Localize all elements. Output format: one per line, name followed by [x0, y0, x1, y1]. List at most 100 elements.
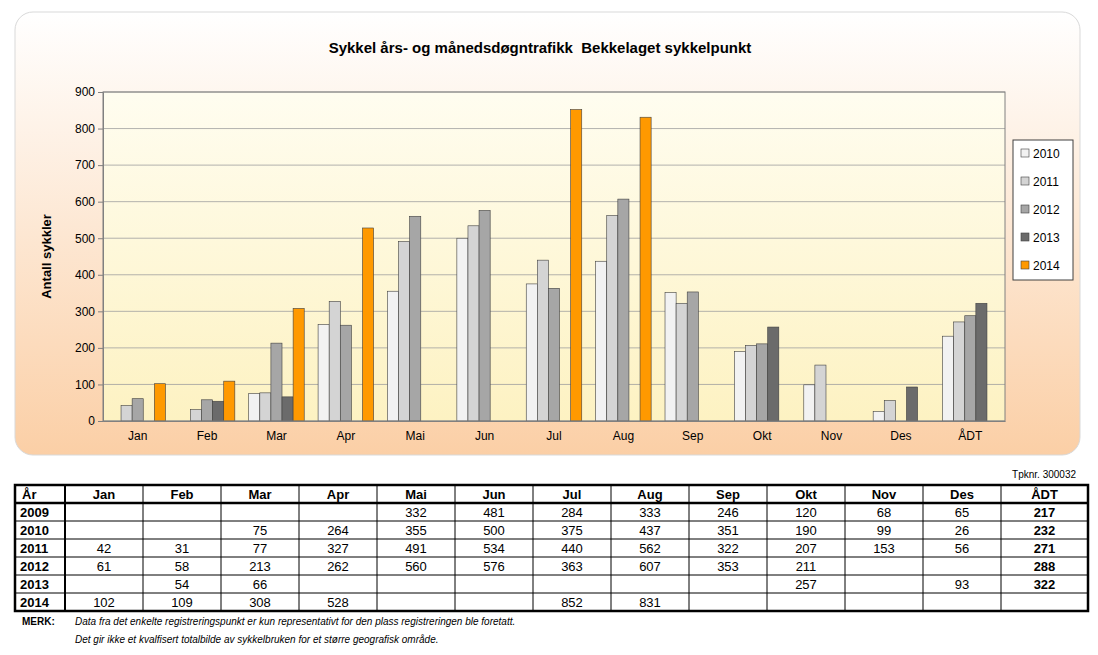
table-header: Jul — [563, 487, 582, 502]
bar — [884, 401, 895, 421]
x-tick: Mar — [266, 429, 287, 443]
table-cell: 534 — [483, 541, 505, 556]
x-tick: Mai — [406, 429, 425, 443]
y-tick-label: 800 — [75, 122, 95, 136]
bar — [640, 117, 651, 421]
table-row-line — [15, 502, 1088, 505]
x-tick-label: Feb — [197, 429, 218, 443]
page: Sykkel års- og månedsdøgntrafikk Bekkela… — [0, 0, 1098, 655]
table-cell: 353 — [717, 559, 739, 574]
bar — [121, 406, 132, 421]
table-col-line — [299, 485, 300, 611]
table-cell: 75 — [253, 523, 267, 538]
table-cell: 66 — [253, 577, 267, 592]
x-tick-label: Nov — [821, 429, 842, 443]
x-tick: Jun — [475, 429, 494, 443]
table-cell: 437 — [639, 523, 661, 538]
x-tick: Nov — [821, 429, 842, 443]
grid — [103, 92, 1005, 421]
table-col-line — [845, 485, 846, 611]
table-cell: 332 — [405, 505, 427, 520]
table-header: Mar — [248, 487, 271, 502]
y-tick-mark — [98, 348, 103, 349]
table-cell: 852 — [561, 595, 583, 610]
table-border — [15, 485, 1088, 611]
table-cell: 271 — [1034, 541, 1056, 556]
table-header: År — [22, 487, 36, 502]
table-year: 2014 — [20, 595, 50, 610]
y-tick: 300 — [75, 305, 103, 319]
table-col-line — [64, 485, 66, 611]
table-cell: 308 — [249, 595, 271, 610]
bar — [202, 400, 213, 421]
table-col-line — [611, 485, 612, 611]
plot-area — [103, 92, 1005, 421]
table-header: Feb — [170, 487, 193, 502]
notes-label: MERK: — [22, 616, 55, 627]
bar — [249, 394, 260, 421]
note: Det gir ikke et kvalfisert totalbilde av… — [75, 634, 438, 645]
bar — [282, 397, 293, 421]
bar — [154, 384, 165, 421]
table: ÅrJanFebMarAprMaiJunJulAugSepOktNovDesÅD… — [15, 485, 1088, 611]
bar — [768, 327, 779, 421]
table-col-line — [923, 485, 924, 611]
table-year: 2013 — [20, 577, 49, 592]
bar — [873, 411, 884, 421]
table-cell: 93 — [955, 577, 969, 592]
table-header: Jun — [482, 487, 505, 502]
table-header: Des — [950, 487, 974, 502]
x-tick-label: Aug — [613, 429, 634, 443]
bar — [815, 365, 826, 421]
bar — [399, 242, 410, 421]
y-axis-line — [98, 93, 104, 422]
table-cell: 246 — [717, 505, 739, 520]
table-cell: 363 — [561, 559, 583, 574]
table-cell: 58 — [175, 559, 189, 574]
table-cell: 257 — [795, 577, 817, 592]
table-cell: 375 — [561, 523, 583, 538]
y-tick-mark — [98, 202, 103, 203]
table-header: Apr — [327, 487, 349, 502]
table-header: Sep — [716, 487, 740, 502]
x-axis-line — [104, 421, 1006, 422]
x-tick-label: Des — [890, 429, 911, 443]
bar — [260, 393, 271, 421]
x-tick-label: ÅDT — [958, 428, 983, 443]
legend-label: 2014 — [1033, 259, 1060, 273]
table-col-line — [767, 485, 768, 611]
bar — [906, 387, 917, 421]
legend: 20102011201220132014 — [1013, 140, 1073, 280]
note: Data fra det enkelte registreringspunkt … — [75, 616, 515, 627]
bar — [618, 199, 629, 421]
table-col-line — [143, 485, 144, 611]
y-tick-mark — [98, 275, 103, 276]
table-cell: 54 — [175, 577, 189, 592]
y-tick: 600 — [75, 195, 103, 209]
table-cell: 264 — [327, 523, 349, 538]
bar — [676, 303, 687, 421]
chart-title: Sykkel års- og månedsdøgntrafikk Bekkela… — [329, 39, 752, 56]
x-tick-label: Jan — [128, 429, 147, 443]
legend-item: 2012 — [1021, 203, 1060, 217]
table-year: 2012 — [20, 559, 49, 574]
table-cell: 26 — [955, 523, 969, 538]
table-row-line — [15, 557, 1088, 558]
table-header: Aug — [637, 487, 662, 502]
table-cell: 217 — [1034, 505, 1056, 520]
y-tick-mark — [98, 165, 103, 166]
table-cell: 153 — [873, 541, 895, 556]
y-tick-mark — [98, 92, 103, 93]
grid-line — [103, 274, 1005, 275]
table-year: 2010 — [20, 523, 49, 538]
table-cell: 831 — [639, 595, 661, 610]
x-tick-label: Mai — [406, 429, 425, 443]
table-header: ÅDT — [1031, 487, 1058, 502]
table-cell: 61 — [97, 559, 111, 574]
bar — [757, 344, 768, 421]
plot-frame — [103, 92, 1005, 421]
bar — [190, 410, 201, 421]
bar — [362, 228, 373, 421]
y-tick-label: 300 — [75, 305, 95, 319]
legend-item: 2010 — [1021, 147, 1060, 161]
